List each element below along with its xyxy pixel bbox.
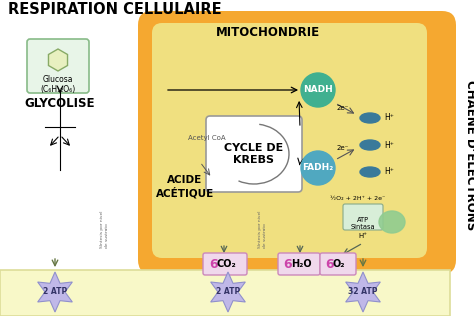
FancyBboxPatch shape (27, 39, 89, 93)
Text: 2 ATP: 2 ATP (43, 288, 67, 296)
FancyBboxPatch shape (203, 253, 247, 275)
FancyBboxPatch shape (320, 253, 356, 275)
Circle shape (301, 151, 335, 185)
Polygon shape (48, 49, 67, 71)
Text: Síntesis por nivel
de sustrato: Síntesis por nivel de sustrato (100, 210, 109, 248)
Text: ACIDE
ACÉTIQUE: ACIDE ACÉTIQUE (156, 175, 214, 198)
Text: 2 ATP: 2 ATP (216, 288, 240, 296)
Text: NADH: NADH (303, 86, 333, 94)
Polygon shape (210, 272, 246, 312)
Text: Acetyl CoA: Acetyl CoA (188, 135, 226, 141)
Text: H⁺: H⁺ (384, 141, 394, 149)
Text: RESPIRATION CELLULAIRE: RESPIRATION CELLULAIRE (8, 2, 222, 17)
Text: H⁺: H⁺ (358, 233, 367, 239)
Ellipse shape (360, 140, 380, 150)
FancyBboxPatch shape (152, 23, 427, 258)
FancyBboxPatch shape (278, 253, 320, 275)
FancyBboxPatch shape (206, 116, 302, 192)
Text: MITOCHONDRIE: MITOCHONDRIE (216, 26, 320, 39)
Text: 2e⁻: 2e⁻ (337, 105, 349, 111)
Text: Glucosa
(C₆H₁₂O₆): Glucosa (C₆H₁₂O₆) (40, 75, 76, 94)
Text: ½O₂ + 2H⁺ + 2e⁻: ½O₂ + 2H⁺ + 2e⁻ (330, 196, 386, 201)
Bar (0, 270, 450, 316)
Text: Síntesis por nivel
de sustrato: Síntesis por nivel de sustrato (258, 210, 266, 248)
Text: GLYCOLISE: GLYCOLISE (25, 97, 95, 110)
Text: 32 ATP: 32 ATP (348, 288, 378, 296)
Text: 6: 6 (209, 258, 218, 270)
Text: ATP
Sintasa: ATP Sintasa (351, 217, 375, 230)
Text: H⁺: H⁺ (384, 113, 394, 123)
Polygon shape (346, 272, 380, 312)
Ellipse shape (360, 167, 380, 177)
Text: CO₂: CO₂ (217, 259, 237, 269)
Ellipse shape (360, 113, 380, 123)
FancyBboxPatch shape (138, 11, 456, 274)
Text: CHAÊNE D’ÉLECTRONS: CHAÊNE D’ÉLECTRONS (465, 80, 474, 230)
FancyBboxPatch shape (343, 204, 383, 230)
Text: O₂: O₂ (333, 259, 346, 269)
Text: 6: 6 (283, 258, 292, 270)
Ellipse shape (379, 211, 405, 233)
Text: 2e⁻: 2e⁻ (337, 145, 349, 151)
Text: H⁺: H⁺ (384, 167, 394, 177)
Text: H₂O: H₂O (291, 259, 311, 269)
Polygon shape (37, 272, 73, 312)
Circle shape (301, 73, 335, 107)
Text: FADH₂: FADH₂ (302, 163, 334, 173)
Text: 6: 6 (325, 258, 334, 270)
Text: CYCLE DE
KREBS: CYCLE DE KREBS (224, 143, 283, 165)
